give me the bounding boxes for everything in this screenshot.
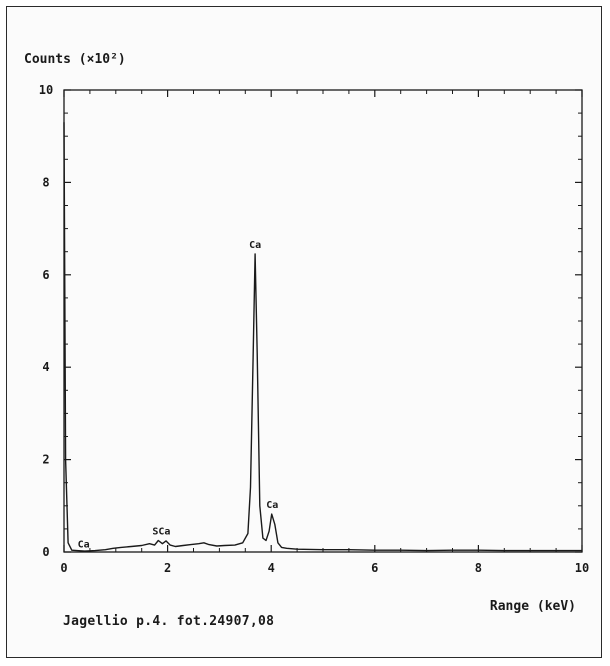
annotation-layer: Ca SCa Ca Ca [78,240,279,550]
plot-area [63,89,583,553]
y-tick-label: 4 [42,360,49,374]
x-tick-label: 0 [60,561,67,575]
x-tick-label: 2 [164,561,171,575]
x-axis-label: Range (keV) [490,599,576,614]
x-tick-label: 8 [475,561,482,575]
x-tick-label: 4 [268,561,275,575]
figure-caption: Jagellio p.4. fot.24907,08 [63,614,275,629]
ticks-layer: 0 2 4 6 8 10 0 2 4 6 8 10 [39,83,589,575]
series-layer [63,122,582,552]
x-tick-label: 10 [575,561,589,575]
y-tick-label: 2 [42,453,49,467]
x-tick-label: 6 [371,561,378,575]
peak-annotation: Ca [266,500,278,511]
y-tick-label: 6 [42,268,49,282]
peak-annotation: Ca [249,240,261,251]
peak-annotation: SCa [152,526,170,537]
y-tick-label: 10 [39,83,53,97]
peak-annotation: Ca [78,539,90,550]
y-tick-label: 8 [42,175,49,189]
y-tick-label: 0 [42,545,49,559]
y-axis-label: Counts (×10²) [24,52,126,67]
spectrum-series-line [63,122,582,552]
